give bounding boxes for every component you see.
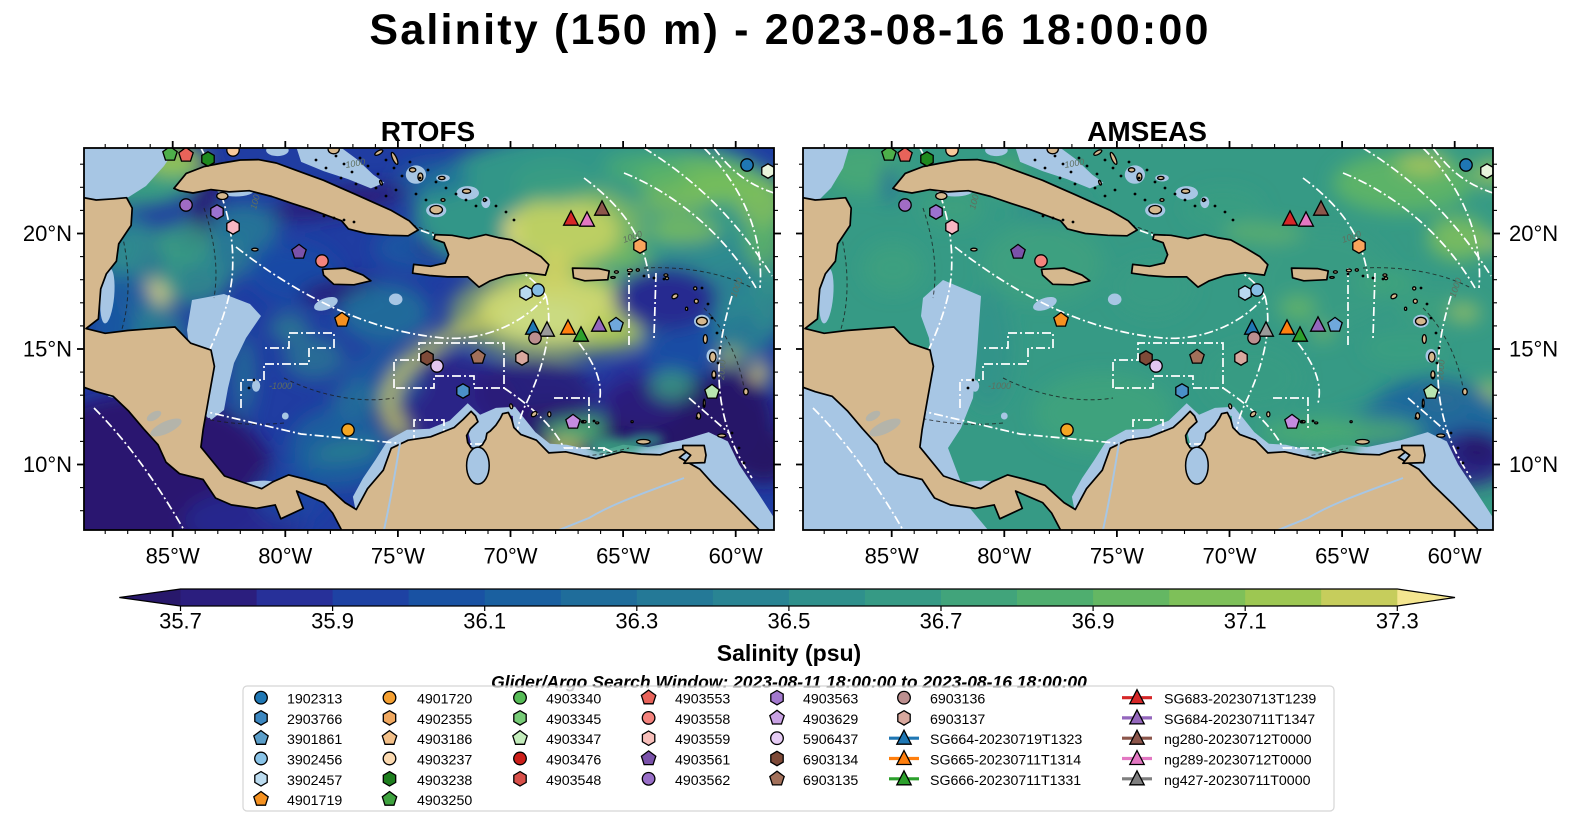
- svg-text:ng280-20230712T0000: ng280-20230712T0000: [1164, 732, 1312, 748]
- svg-text:4903558: 4903558: [675, 712, 730, 728]
- svg-text:36.7: 36.7: [920, 609, 963, 634]
- svg-text:65°W: 65°W: [596, 544, 650, 569]
- svg-text:6903136: 6903136: [930, 692, 985, 708]
- svg-text:6903137: 6903137: [930, 712, 985, 728]
- svg-text:85°W: 85°W: [865, 544, 919, 569]
- svg-text:4901719: 4901719: [287, 793, 342, 809]
- svg-text:36.3: 36.3: [615, 609, 658, 634]
- svg-text:SG665-20230711T1314: SG665-20230711T1314: [930, 753, 1081, 769]
- svg-text:4903562: 4903562: [675, 773, 730, 789]
- svg-text:SG683-20230713T1239: SG683-20230713T1239: [1164, 692, 1316, 708]
- svg-text:4903629: 4903629: [803, 712, 858, 728]
- svg-text:65°W: 65°W: [1315, 544, 1369, 569]
- svg-text:85°W: 85°W: [146, 544, 200, 569]
- svg-text:AMSEAS: AMSEAS: [1087, 116, 1207, 147]
- svg-text:3902457: 3902457: [287, 773, 342, 789]
- svg-text:4903553: 4903553: [675, 692, 730, 708]
- svg-text:4903345: 4903345: [546, 712, 601, 728]
- svg-text:2903766: 2903766: [287, 712, 342, 728]
- svg-text:ng289-20230712T0000: ng289-20230712T0000: [1164, 753, 1312, 769]
- svg-text:3901861: 3901861: [287, 732, 342, 748]
- svg-text:10°N: 10°N: [23, 452, 72, 477]
- svg-text:6903134: 6903134: [803, 753, 858, 769]
- svg-text:36.1: 36.1: [463, 609, 506, 634]
- svg-text:75°W: 75°W: [1090, 544, 1144, 569]
- svg-text:4901720: 4901720: [417, 692, 472, 708]
- svg-text:SG664-20230719T1323: SG664-20230719T1323: [930, 732, 1082, 748]
- svg-text:4903186: 4903186: [417, 732, 472, 748]
- svg-text:Salinity (psu): Salinity (psu): [717, 640, 861, 666]
- svg-text:4903476: 4903476: [546, 753, 601, 769]
- svg-text:4903563: 4903563: [803, 692, 858, 708]
- svg-text:75°W: 75°W: [371, 544, 425, 569]
- svg-text:4903250: 4903250: [417, 793, 472, 809]
- svg-text:80°W: 80°W: [977, 544, 1031, 569]
- svg-text:10°N: 10°N: [1509, 452, 1558, 477]
- svg-text:37.1: 37.1: [1224, 609, 1267, 634]
- svg-text:70°W: 70°W: [483, 544, 537, 569]
- svg-text:4903347: 4903347: [546, 732, 601, 748]
- svg-text:Salinity (150 m) - 2023-08-16: Salinity (150 m) - 2023-08-16 18:00:00: [369, 6, 1210, 54]
- svg-text:SG684-20230711T1347: SG684-20230711T1347: [1164, 712, 1315, 728]
- svg-text:4902355: 4902355: [417, 712, 472, 728]
- svg-text:15°N: 15°N: [23, 337, 72, 362]
- svg-text:20°N: 20°N: [1509, 221, 1558, 246]
- svg-text:80°W: 80°W: [258, 544, 312, 569]
- svg-text:35.7: 35.7: [159, 609, 202, 634]
- svg-text:15°N: 15°N: [1509, 337, 1558, 362]
- svg-text:60°W: 60°W: [709, 544, 763, 569]
- svg-text:5906437: 5906437: [803, 732, 858, 748]
- svg-text:ng427-20230711T0000: ng427-20230711T0000: [1164, 773, 1311, 789]
- svg-text:70°W: 70°W: [1202, 544, 1256, 569]
- svg-text:4903237: 4903237: [417, 753, 472, 769]
- svg-text:60°W: 60°W: [1428, 544, 1482, 569]
- svg-text:3902456: 3902456: [287, 753, 342, 769]
- svg-text:20°N: 20°N: [23, 221, 72, 246]
- svg-text:4903548: 4903548: [546, 773, 601, 789]
- svg-text:4903238: 4903238: [417, 773, 472, 789]
- svg-text:6903135: 6903135: [803, 773, 858, 789]
- svg-text:SG666-20230711T1331: SG666-20230711T1331: [930, 773, 1081, 789]
- svg-text:4903561: 4903561: [675, 753, 730, 769]
- svg-text:RTOFS: RTOFS: [381, 116, 475, 147]
- svg-text:36.5: 36.5: [767, 609, 810, 634]
- svg-text:4903340: 4903340: [546, 692, 601, 708]
- svg-text:35.9: 35.9: [311, 609, 354, 634]
- svg-text:36.9: 36.9: [1072, 609, 1115, 634]
- svg-text:4903559: 4903559: [675, 732, 730, 748]
- svg-text:37.3: 37.3: [1376, 609, 1419, 634]
- svg-text:1902313: 1902313: [287, 692, 342, 708]
